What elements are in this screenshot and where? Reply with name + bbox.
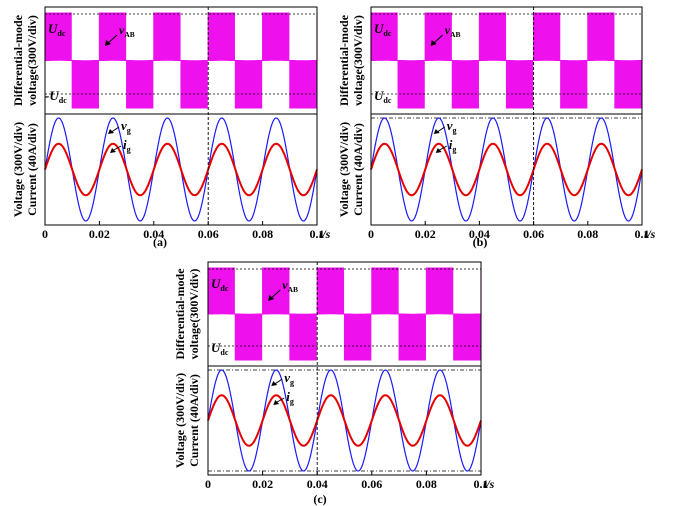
vab-label: vAB	[119, 23, 135, 39]
neg-udc-label: Udc	[211, 340, 229, 357]
bottom-plot-frame	[207, 365, 482, 476]
x-axis-label: t/s	[483, 477, 495, 491]
vab-label: vAB	[445, 23, 461, 39]
vg-label: vg	[447, 118, 457, 135]
x-axis-label: t/s	[644, 227, 656, 241]
top-ylabel: Differential-modevoltage(300V/div)	[337, 14, 365, 106]
bottom-ylabel: Voltage (300V/div)Current (40A/div)	[337, 122, 365, 217]
x-tick-label: 0	[42, 227, 48, 241]
chart-a: Udc -Udc vAB Differential-modevoltage(300V/…	[11, 6, 331, 249]
chart-b: Udc Udc vAB Differential-modevoltage(300V/d…	[337, 6, 656, 249]
neg-udc-label: -Udc	[45, 88, 67, 105]
x-tick-label: 0.06	[198, 227, 219, 241]
udc-label: Udc	[48, 21, 66, 38]
udc-label: Udc	[211, 276, 229, 293]
ig-label: ig	[449, 137, 457, 154]
x-tick-label: 0.06	[523, 227, 544, 241]
figure-caption: (c)	[313, 492, 326, 506]
x-tick-label: 0.1	[474, 477, 489, 491]
vg-arrow-head	[108, 129, 114, 134]
bottom-ylabel: Voltage (300V/div)Current (40A/div)	[11, 122, 39, 217]
bottom-plot-frame	[44, 113, 318, 226]
vab-arrow-head	[430, 40, 437, 46]
bottom-plot-frame	[370, 113, 643, 226]
vab-arrow-head	[105, 40, 111, 46]
vg-arrow-head	[271, 381, 278, 386]
ig-arrow-head	[110, 148, 116, 153]
x-tick-label: 0.1	[635, 227, 650, 241]
ig-series-line	[207, 394, 482, 447]
x-tick-label: 0.02	[89, 227, 110, 241]
x-tick-label: 0.08	[416, 477, 437, 491]
x-tick-label: 0.02	[415, 227, 436, 241]
ig-arrow-head	[273, 400, 280, 405]
vab-arrow-head	[268, 295, 275, 301]
vg-arrow-head	[433, 129, 440, 134]
x-tick-label: 0.1	[310, 227, 325, 241]
ig-series-line	[44, 142, 318, 197]
ig-label: ig	[123, 137, 131, 154]
neg-udc-label: Udc	[374, 88, 392, 105]
top-ylabel: Differential-modevoltage(300V/div)	[173, 268, 201, 360]
x-tick-label: 0	[368, 227, 374, 241]
figure-caption: (a)	[153, 235, 167, 249]
x-tick-label: 0.04	[143, 227, 164, 241]
bottom-ylabel: Voltage (300V/div)Current (40A/div)	[173, 373, 201, 468]
x-tick-label: 0.02	[252, 477, 273, 491]
x-tick-label: 0	[205, 477, 211, 491]
ig-series-line	[370, 142, 643, 197]
x-tick-label: 0.04	[307, 477, 328, 491]
x-tick-label: 0.04	[469, 227, 490, 241]
x-tick-label: 0.08	[577, 227, 598, 241]
figure-caption: (b)	[473, 235, 488, 249]
ig-label: ig	[286, 389, 294, 406]
vg-label: vg	[121, 118, 131, 135]
x-axis-label: t/s	[319, 227, 331, 241]
udc-label: Udc	[374, 21, 392, 38]
chart-c: Udc Udc vAB Differential-modevoltage(300V/d…	[173, 261, 495, 506]
vab-label: vAB	[282, 278, 298, 294]
top-ylabel: Differential-modevoltage(300V/div)	[11, 14, 39, 106]
x-tick-label: 0.08	[252, 227, 273, 241]
ig-arrow-head	[435, 148, 442, 153]
vg-label: vg	[284, 370, 294, 387]
x-tick-label: 0.06	[361, 477, 382, 491]
